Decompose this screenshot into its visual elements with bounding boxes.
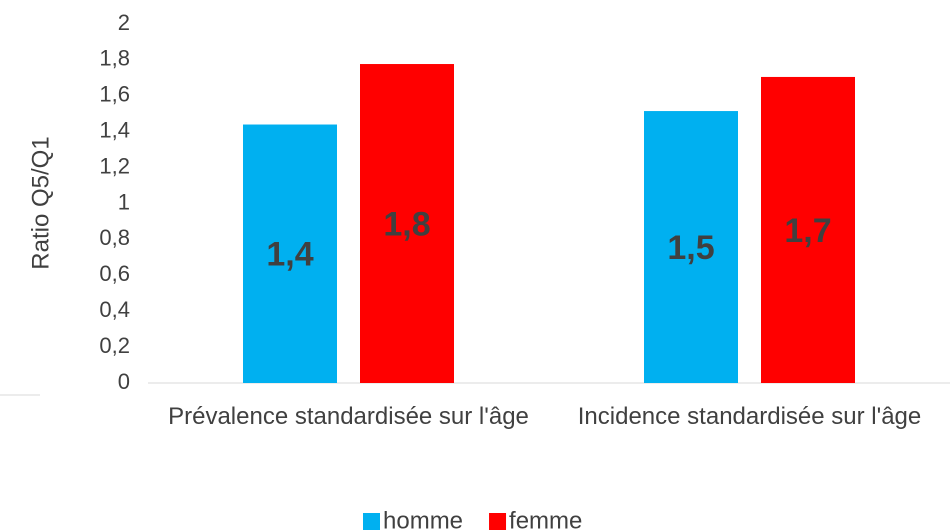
legend-label: homme xyxy=(383,507,463,530)
y-tick-label: 0,6 xyxy=(99,261,130,286)
y-tick-label: 1 xyxy=(118,189,130,214)
legend-swatch xyxy=(363,513,380,530)
y-tick-label: 0,2 xyxy=(99,333,130,358)
data-label: 1,8 xyxy=(383,205,430,243)
data-label: 1,5 xyxy=(667,229,714,267)
bar xyxy=(360,64,454,383)
legend-label: femme xyxy=(509,507,582,530)
bar xyxy=(761,76,855,383)
y-tick-label: 0,4 xyxy=(99,297,130,322)
x-tick-label: Incidence standardisée sur l'âge xyxy=(577,403,922,430)
y-axis-title: Ratio Q5/Q1 xyxy=(27,136,54,269)
y-tick-label: 1,6 xyxy=(99,82,130,107)
y-tick-label: 1,8 xyxy=(99,46,130,71)
data-label: 1,7 xyxy=(784,212,831,250)
bar xyxy=(644,111,738,384)
y-tick-label: 2 xyxy=(118,10,130,35)
y-tick-label: 1,2 xyxy=(99,153,130,178)
x-tick-label: Prévalence standardisée sur l'âge xyxy=(168,403,529,430)
data-label: 1,4 xyxy=(266,236,313,274)
y-tick-label: 0 xyxy=(118,369,130,394)
legend-swatch xyxy=(489,513,507,530)
y-tick-label: 0,8 xyxy=(99,225,130,250)
bar xyxy=(243,124,337,384)
y-tick-label: 1,4 xyxy=(99,118,130,143)
